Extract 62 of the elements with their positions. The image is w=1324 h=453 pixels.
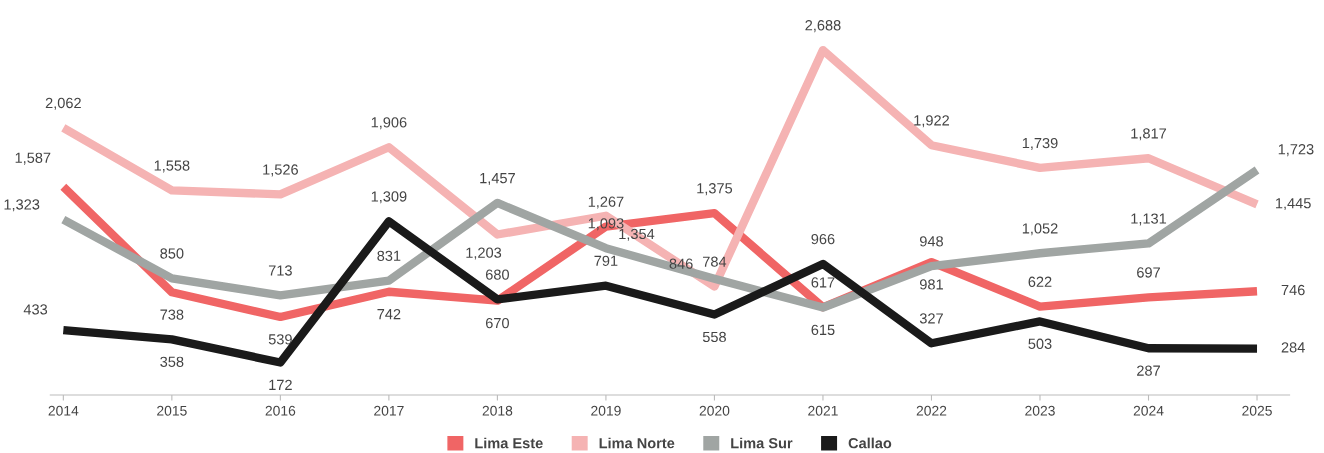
data-label: 1,203 — [466, 247, 502, 260]
data-label: 746 — [1281, 284, 1305, 296]
data-label: 981 — [919, 279, 943, 290]
x-tick-label: 2018 — [482, 405, 513, 416]
data-label: 539 — [268, 334, 292, 345]
data-label: 1,906 — [371, 117, 407, 130]
data-label: 615 — [811, 324, 835, 336]
data-label: 948 — [919, 236, 943, 247]
data-label: 738 — [160, 309, 184, 320]
data-label: 1,526 — [263, 164, 298, 177]
data-label: 966 — [811, 233, 835, 245]
data-label: 1,739 — [1022, 137, 1058, 150]
x-tick-label: 2017 — [374, 405, 404, 416]
data-label: 1,817 — [1131, 128, 1167, 141]
data-label: 1,922 — [914, 115, 949, 128]
data-label: 697 — [1137, 267, 1160, 278]
x-tick-label: 2024 — [1133, 405, 1164, 416]
data-label: 617 — [811, 277, 835, 288]
data-label: 1,587 — [15, 152, 51, 165]
data-label: 1,052 — [1022, 223, 1058, 236]
x-tick-label: 2022 — [916, 405, 947, 416]
data-label: 622 — [1028, 276, 1052, 287]
x-tick-label: 2020 — [699, 405, 730, 416]
legend-label: Lima Sur — [731, 437, 793, 449]
data-label: 558 — [702, 331, 726, 343]
data-label: 1,309 — [371, 191, 407, 204]
data-label: 1,375 — [697, 183, 733, 196]
data-label: 1,323 — [4, 199, 40, 212]
data-label: 846 — [669, 258, 693, 269]
x-tick-label: 2021 — [808, 405, 838, 416]
data-label: 850 — [160, 248, 184, 259]
data-label: 1,131 — [1131, 213, 1167, 226]
legend-label: Lima Este — [475, 437, 543, 449]
data-label: 1,723 — [1278, 144, 1314, 157]
data-label: 1,445 — [1276, 198, 1311, 211]
data-label: 503 — [1028, 338, 1052, 349]
data-label: 358 — [160, 356, 184, 367]
data-label: 2,688 — [805, 20, 841, 33]
x-tick-label: 2019 — [591, 405, 621, 416]
x-tick-label: 2015 — [157, 405, 187, 416]
x-tick-label: 2023 — [1025, 405, 1055, 416]
data-label: 742 — [377, 308, 401, 320]
data-label: 433 — [23, 304, 48, 315]
data-label: 327 — [919, 313, 943, 324]
data-label: 784 — [703, 256, 727, 267]
data-label: 670 — [485, 317, 509, 329]
data-label: 831 — [377, 250, 401, 261]
data-label: 284 — [1281, 342, 1305, 353]
x-tick-label: 2016 — [265, 405, 296, 416]
data-label: 2,062 — [45, 97, 81, 110]
data-label: 172 — [269, 379, 292, 390]
legend-label: Lima Norte — [599, 437, 675, 449]
legend-label: Callao — [848, 437, 892, 449]
data-label: 1,558 — [154, 160, 190, 173]
data-label: 287 — [1137, 365, 1160, 376]
data-label: 1,457 — [480, 173, 515, 185]
data-label: 713 — [268, 265, 292, 276]
data-label: 791 — [594, 255, 618, 266]
x-tick-label: 2025 — [1242, 405, 1272, 416]
data-label: 1,267 — [588, 196, 624, 209]
data-label: 680 — [485, 269, 509, 280]
x-tick-label: 2014 — [48, 405, 79, 416]
